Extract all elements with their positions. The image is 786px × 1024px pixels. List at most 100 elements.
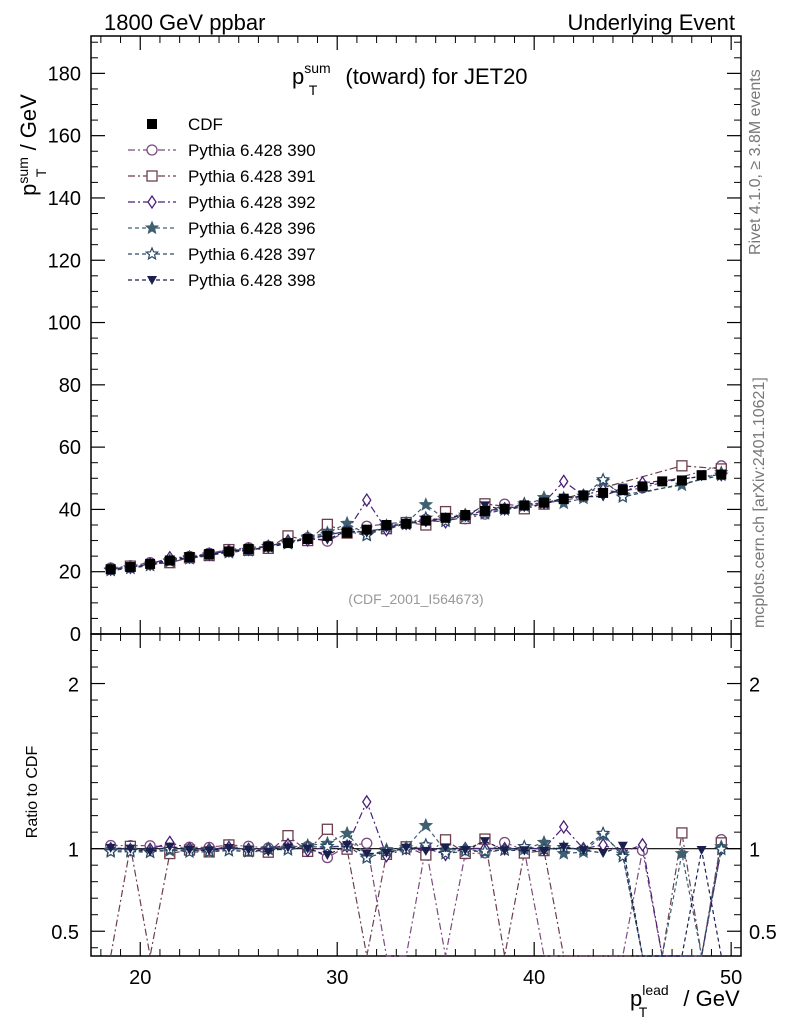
ratio-point-pythia-6-428-398 — [696, 845, 707, 855]
ratio-point-pythia-6-428-398 — [184, 846, 195, 856]
data-point-pythia-6-428-392 — [361, 492, 372, 508]
main-series-group — [103, 460, 729, 577]
main-y-axis-label: psum T / GeV — [15, 94, 49, 196]
ratio-point-pythia-6-428-398 — [164, 842, 175, 852]
data-point-cdf — [657, 476, 668, 487]
data-point-cdf — [401, 518, 412, 529]
legend-label-pythia-6-428-390: Pythia 6.428 390 — [188, 141, 316, 160]
header-right-text: Underlying Event — [567, 10, 735, 35]
ratio-tick-label-right: 1 — [749, 840, 760, 862]
ratio-point-pythia-6-428-398 — [342, 841, 353, 851]
ratio-point-pythia-6-428-398 — [105, 843, 116, 853]
ratio-point-pythia-6-428-391 — [439, 834, 452, 846]
data-point-cdf — [539, 497, 550, 508]
ratio-point-pythia-6-428-397 — [595, 825, 611, 840]
ratio-tick-label: 0.5 — [51, 922, 79, 944]
ratio-line-pythia-6-428-396 — [110, 824, 722, 957]
ratio-line-pythia-6-428-390 — [110, 839, 722, 957]
legend-label-pythia-6-428-398: Pythia 6.428 398 — [188, 271, 316, 290]
legend-marker-pythia-6-428-396 — [144, 220, 160, 235]
ratio-point-pythia-6-428-398 — [145, 847, 156, 857]
x-tick-label: 30 — [326, 967, 348, 989]
header-left-text: 1800 GeV ppbar — [104, 10, 265, 35]
ratio-point-pythia-6-428-398 — [243, 845, 254, 855]
data-point-pythia-6-428-396 — [418, 497, 434, 511]
ratio-line-pythia-6-428-392 — [110, 800, 722, 957]
ratio-tick-label-right: 2 — [749, 675, 760, 697]
ratio-point-pythia-6-428-391 — [676, 827, 688, 839]
ratio-point-pythia-6-428-398 — [617, 841, 628, 851]
ratio-y-axis-label: Ratio to CDF — [24, 746, 41, 839]
ratio-point-pythia-6-428-398 — [539, 847, 550, 857]
ratio-point-pythia-6-428-398 — [479, 837, 490, 847]
series-line-pythia-6-428-390 — [110, 465, 722, 569]
x-tick-label: 20 — [129, 967, 151, 989]
ratio-point-pythia-6-428-398 — [204, 846, 215, 856]
legend-label-pythia-6-428-396: Pythia 6.428 396 — [188, 219, 316, 238]
data-point-pythia-6-428-392 — [558, 474, 569, 489]
data-point-cdf — [558, 494, 569, 505]
data-point-cdf — [676, 475, 687, 486]
y-tick-label: 40 — [59, 499, 81, 521]
y-tick-label: 120 — [48, 250, 81, 272]
data-point-cdf — [145, 558, 156, 569]
ratio-point-pythia-6-428-398 — [578, 846, 589, 856]
y-tick-label: 100 — [48, 313, 81, 335]
ratio-point-pythia-6-428-396 — [556, 846, 571, 860]
ratio-point-pythia-6-428-398 — [401, 843, 412, 853]
data-point-cdf — [282, 538, 293, 549]
ratio-line-pythia-6-428-397 — [110, 832, 722, 957]
x-tick-label: 50 — [720, 967, 742, 989]
y-tick-label: 0 — [70, 624, 81, 646]
legend-marker-cdf — [147, 119, 157, 129]
ratio-point-pythia-6-428-396 — [339, 825, 355, 840]
ratio-tick-label-right: 0.5 — [749, 922, 777, 944]
y-tick-label: 20 — [59, 562, 81, 584]
ratio-point-pythia-6-428-398 — [125, 844, 136, 854]
ratio-point-pythia-6-428-398 — [322, 850, 333, 860]
ratio-point-pythia-6-428-397 — [320, 839, 335, 853]
ratio-point-pythia-6-428-396 — [418, 817, 434, 832]
data-point-cdf — [361, 524, 372, 535]
data-point-pythia-6-428-391 — [676, 460, 688, 472]
ratio-point-pythia-6-428-391 — [321, 823, 334, 835]
ratio-panel-frame — [90, 633, 742, 957]
data-point-cdf — [440, 512, 451, 523]
plot-title: psum T (toward) for JET20 — [292, 60, 528, 98]
mcplots-label: mcplots.cern.ch [arXiv:2401.10621] — [751, 377, 768, 628]
ratio-point-pythia-6-428-398 — [460, 845, 471, 855]
rivet-version-label: Rivet 4.1.0, ≥ 3.8M events — [747, 69, 764, 255]
legend-marker-pythia-6-428-392 — [147, 194, 157, 210]
ratio-point-pythia-6-428-398 — [519, 846, 530, 856]
data-point-cdf — [263, 541, 274, 552]
data-point-cdf — [420, 515, 431, 526]
ratio-point-pythia-6-428-397 — [714, 841, 729, 856]
analysis-annotation: (CDF_2001_I564673) — [348, 591, 483, 607]
ratio-point-pythia-6-428-398 — [598, 849, 609, 859]
ratio-point-pythia-6-428-396 — [674, 846, 690, 860]
legend-marker-pythia-6-428-390 — [146, 144, 158, 156]
ratio-point-pythia-6-428-398 — [440, 843, 451, 853]
data-point-cdf — [460, 510, 471, 521]
legend-label-pythia-6-428-397: Pythia 6.428 397 — [188, 245, 316, 264]
data-point-cdf — [322, 530, 333, 541]
legend-marker-pythia-6-428-391 — [146, 170, 158, 182]
data-point-cdf — [342, 527, 353, 538]
x-axis: 20 30 40 50 — [100, 36, 742, 989]
ratio-point-pythia-6-428-398 — [420, 846, 431, 856]
y-tick-label: 160 — [48, 126, 81, 148]
legend-marker-pythia-6-428-397 — [144, 246, 160, 261]
data-point-cdf — [223, 546, 234, 557]
ratio-series-group — [103, 794, 729, 957]
data-point-cdf — [499, 503, 510, 514]
data-point-cdf — [479, 505, 490, 516]
ratio-point-pythia-6-428-398 — [499, 846, 510, 856]
ratio-point-pythia-6-428-398 — [558, 842, 569, 852]
ratio-point-pythia-6-428-392 — [558, 819, 569, 835]
ratio-point-pythia-6-428-397 — [438, 845, 453, 860]
data-point-cdf — [302, 534, 313, 545]
ratio-tick-label: 1 — [68, 840, 79, 862]
data-point-pythia-6-428-397 — [595, 472, 611, 487]
data-point-cdf — [381, 519, 392, 530]
data-point-cdf — [716, 469, 727, 480]
